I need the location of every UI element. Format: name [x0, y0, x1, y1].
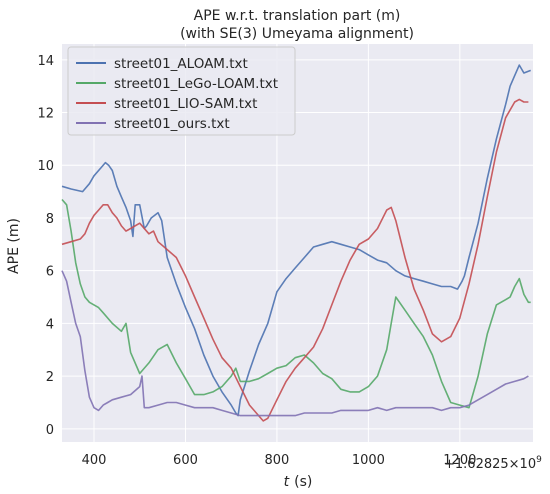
x-tick-label: 600	[173, 453, 198, 468]
x-offset-mantissa: +1.62825×10	[444, 457, 536, 472]
legend: street01_ALOAM.txt street01_LeGo-LOAM.txt…	[67, 46, 296, 136]
legend-label: street01_ours.txt	[114, 116, 230, 132]
y-tick-label: 2	[46, 370, 54, 385]
legend-frame	[67, 46, 296, 136]
legend-label: street01_LeGo-LOAM.txt	[114, 76, 278, 92]
legend-label: street01_ALOAM.txt	[114, 56, 248, 72]
series-line-2	[61, 198, 531, 409]
x-axis-label: t (s)	[284, 474, 313, 490]
y-axis-label: APE (m)	[6, 218, 22, 274]
x-tick-labels: 400 600 800 1000 1200	[82, 453, 477, 468]
legend-label: street01_LIO-SAM.txt	[114, 96, 257, 112]
series-line-4	[61, 270, 529, 417]
x-axis-label-unit: (s)	[294, 474, 312, 490]
y-tick-label: 6	[46, 265, 54, 280]
x-tick-label: 1200	[443, 453, 476, 468]
y-tick-label: 10	[37, 159, 54, 174]
chart-subtitle: (with SE(3) Umeyama alignment)	[180, 26, 414, 42]
series-line-1	[61, 64, 531, 417]
y-tick-label: 12	[37, 107, 54, 122]
x-tick-label: 400	[82, 453, 107, 468]
x-offset-label: +1.62825×109	[444, 455, 542, 472]
x-offset-exponent: 9	[536, 455, 542, 465]
x-tick-label: 800	[265, 453, 290, 468]
y-tick-label: 4	[46, 317, 54, 332]
series-line-3	[61, 98, 529, 422]
x-axis-label-variable: t	[284, 474, 290, 490]
chart-title: APE w.r.t. translation part (m)	[194, 8, 401, 24]
y-tick-label: 0	[46, 423, 54, 438]
x-tick-label: 1000	[352, 453, 385, 468]
y-tick-label: 8	[46, 212, 54, 227]
series-lines	[61, 64, 531, 422]
y-tick-label: 14	[37, 54, 54, 69]
y-tick-labels: 0 2 4 6 8 10 12 14	[37, 54, 54, 438]
